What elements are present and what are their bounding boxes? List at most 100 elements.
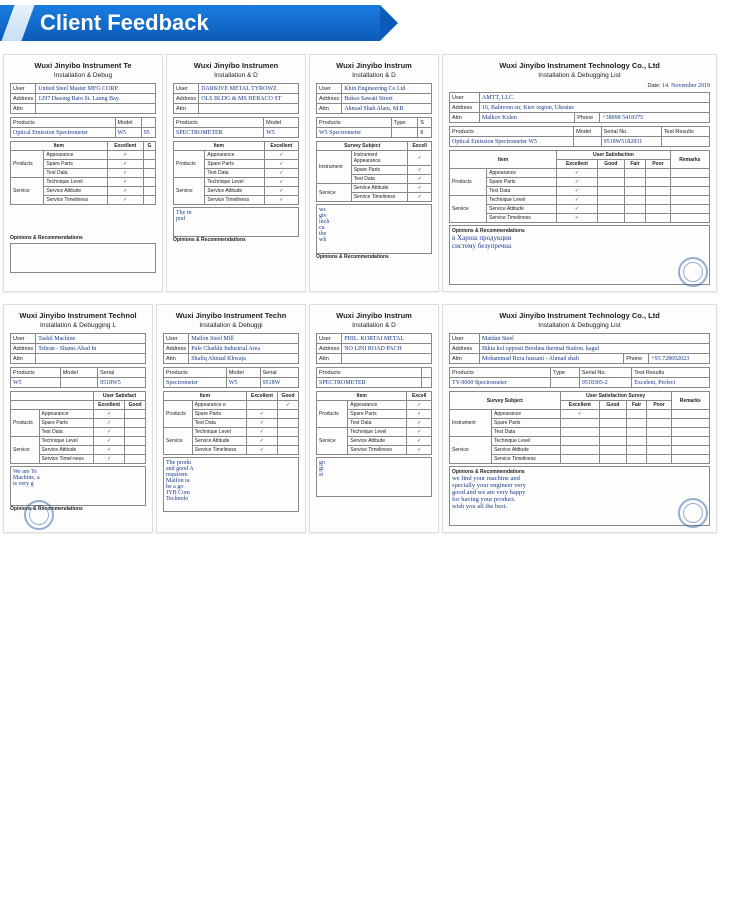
row-check: ✓: [107, 160, 143, 169]
label-user: User: [11, 334, 36, 344]
opinions-box: ws giv inch cu the wh: [316, 204, 432, 254]
row-item: Service Attitude: [39, 446, 94, 455]
val-phone: +38098 5418375: [600, 113, 710, 123]
info-table: UserPHIL. KORTAI METAL AddressNO LINI RO…: [316, 333, 432, 364]
label-model: Model: [60, 368, 97, 378]
row-check: ✓: [407, 419, 432, 428]
val-user: Tashil Machine: [36, 334, 146, 344]
label-attn: Attn: [11, 104, 36, 114]
val-attn: Mohammad Reza hussani - Ahmad shah: [480, 354, 624, 364]
cat-service: Service: [11, 178, 44, 205]
info-table: UserDARKIVE METAL TYROWZ AddressOLS BLDG…: [173, 83, 299, 114]
label-extra: [141, 118, 155, 128]
opinions-text: we find your machine and specially your …: [452, 475, 526, 510]
row-item: Spare Parts: [44, 160, 107, 169]
feedback-form-8: Wuxi Jinyibo Instrument Technology Co., …: [442, 304, 717, 533]
row-check: ✓: [264, 169, 298, 178]
feedback-form-3: Wuxi Jinyibo Instrum Installation & D Us…: [309, 54, 439, 292]
row-check: ✓: [407, 446, 432, 455]
val-model: W5: [264, 128, 299, 138]
val-phone: +93.728692023: [649, 354, 710, 364]
label-products: Products: [450, 368, 551, 378]
row-item: Test Data: [205, 169, 264, 178]
opinions-box: The produ and good A requirem Maifon ta …: [163, 457, 299, 512]
val-address: Bukso Sawati Street: [342, 94, 432, 104]
row-check: ✓: [408, 151, 432, 166]
row-check: ✓: [246, 437, 277, 446]
label-address: Address: [317, 344, 342, 354]
opinions-text: We are Te Machine, a is very g: [13, 469, 40, 487]
label-address: Address: [11, 344, 36, 354]
label-products: Products: [11, 368, 61, 378]
row-item: Service Attitude: [192, 437, 246, 446]
cat-instrument: Instrument: [450, 410, 492, 437]
cat-service: Service: [450, 437, 492, 464]
cat-products: Products: [317, 401, 348, 428]
survey-table: User Satisfact ExcellentGood ProductsApp…: [10, 391, 146, 464]
form-subtitle: Installation & Debugging List: [449, 72, 710, 79]
row-check: ✓: [407, 437, 432, 446]
feedback-form-2: Wuxi Jinyibo Instrumen Installation & D …: [166, 54, 306, 292]
opinions-text: go gl st: [319, 460, 325, 478]
row-item: Service Timel-ness: [39, 455, 94, 464]
survey-table: ItemExcellentGood ProductsAppearance e✓ …: [163, 391, 299, 455]
opinions-box: Opinions & Recommendations we find your …: [449, 466, 710, 526]
opinions-label: Opinions & Recommendations: [316, 254, 432, 260]
cat-products: Products: [11, 151, 44, 178]
val-user: United Steel Master MFG CORP.: [36, 84, 156, 94]
th-exc: Excellent: [560, 401, 600, 410]
row-check: ✓: [408, 166, 432, 175]
date-val: 14. November 2019: [662, 83, 710, 89]
th-item: Item: [164, 392, 247, 401]
survey-table: Survey SubjectUser Satisfaction SurveyRe…: [449, 391, 710, 464]
survey-table: Survey SubjectExcell InstrumentInstrumen…: [316, 141, 432, 202]
row-check: ✓: [246, 410, 277, 419]
company-name: Wuxi Jinyibo Instrumen: [173, 61, 299, 70]
row-item: Technique Level: [487, 196, 557, 205]
val-user: DARKIVE METAL TYROWZ: [199, 84, 299, 94]
row-item: Technique Level: [348, 428, 407, 437]
row-check: ✓: [557, 196, 597, 205]
label-products: Products: [450, 127, 574, 137]
opinions-text: ws giv inch cu the wh: [319, 207, 329, 243]
val-attn: [342, 354, 432, 364]
th-exc: Excell: [407, 392, 432, 401]
row-item: Test Data: [487, 187, 557, 196]
label-attn: Attn: [450, 354, 480, 364]
row-item: Appearance: [205, 151, 264, 160]
row-item: Spare Parts: [351, 166, 408, 175]
cat-products: Products: [450, 169, 487, 196]
th-blank2: [11, 401, 94, 410]
product-table: ProductsModel SPECTROMETERW5: [173, 117, 299, 138]
label-products: Products: [174, 118, 264, 128]
row-check: ✓: [557, 178, 597, 187]
val-results: [661, 137, 709, 147]
row-item: Service Attitude: [492, 446, 561, 455]
row-item: Spare Parts: [205, 160, 264, 169]
th-subj: Survey Subject: [317, 142, 408, 151]
label-user: User: [317, 84, 342, 94]
row-item: Technique Level: [44, 178, 107, 187]
row-item: Appearance: [492, 410, 561, 419]
row-check: ✓: [107, 178, 143, 187]
label-phone: Phone: [575, 113, 600, 123]
val-serial: 9518W5: [98, 378, 146, 388]
opinions-text: в Харош продукция систему безупречна: [452, 234, 511, 250]
company-name: Wuxi Jinyibo Instrum: [316, 61, 432, 70]
label-model: Model: [264, 118, 299, 128]
row-item: Test Data: [492, 428, 561, 437]
form-subtitle: Installation & Debugging List: [449, 322, 710, 329]
row-check: ✓: [264, 178, 298, 187]
label-attn: Attn: [174, 104, 199, 114]
cat-service: Service: [11, 437, 40, 464]
row-item: Service Attitude: [487, 205, 557, 214]
val-serial: 9518W: [260, 378, 298, 388]
th-remarks: Remarks: [671, 392, 709, 410]
info-table: UserMailon Steel Mill AddressPule Charkh…: [163, 333, 299, 364]
row-item: Technique Level: [39, 437, 94, 446]
row-item: Technique Level: [492, 437, 561, 446]
product-table: ProductsTypeS W5 Spectrometer9: [316, 117, 432, 138]
th-subj: Survey Subject: [450, 392, 561, 410]
val-user: Khin Engineering Co Ltd: [342, 84, 432, 94]
val-results: Excelent, Perfect: [632, 378, 710, 388]
